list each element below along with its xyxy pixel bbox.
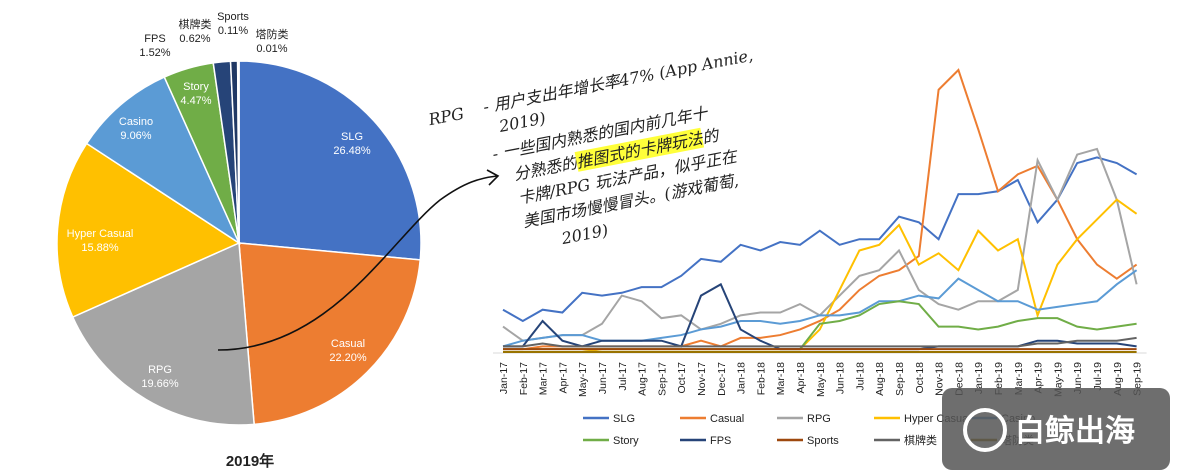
x-tick-label: Jan-18 (736, 362, 748, 394)
x-tick-label: Jun-19 (1072, 362, 1084, 394)
slice-label: RPG (148, 364, 172, 376)
x-tick-label: May-17 (577, 362, 589, 397)
logo: 白鲸出海 (942, 388, 1170, 470)
pie-title: 2019年 (226, 452, 274, 470)
logo-text: 白鲸出海 (1015, 414, 1135, 448)
slice-value-label: 1.52% (139, 47, 170, 59)
slice-label: FPS (144, 33, 165, 45)
annotation-text: 2019) (559, 220, 610, 248)
pie-slice (85, 76, 241, 246)
x-tick-label: Nov-18 (934, 362, 946, 396)
slice-label: Hyper Casual (67, 228, 134, 240)
slice-label: 塔防类 (256, 27, 289, 41)
annotation: RPG - 用户支出年增长率47% (App Annie,2019)- 一些国内熟… (426, 46, 755, 249)
x-tick-label: Oct-18 (914, 362, 926, 394)
x-tick-label: Jan-19 (973, 362, 985, 394)
x-tick-label: Sep-17 (656, 362, 668, 396)
logo-icon (963, 408, 1007, 452)
legend-label: Casual (710, 413, 744, 425)
logo-box (942, 388, 1170, 470)
x-tick-label: Mar-18 (775, 362, 787, 395)
x-tick-label: Jul-19 (1092, 362, 1104, 391)
slice-value-label: 4.47% (180, 95, 211, 107)
slice-value-label: 0.11% (218, 25, 249, 37)
legend-label: Sports (807, 435, 839, 447)
slice-label: Story (183, 81, 209, 93)
slice-label: Casual (331, 338, 365, 350)
x-tick-label: Aug-17 (637, 362, 649, 396)
x-tick-label: Jun-17 (597, 362, 609, 394)
annotation-text: RPG (426, 104, 466, 130)
x-tick-label: May-18 (815, 362, 827, 397)
pie-slice (71, 241, 255, 426)
x-tick-label: Oct-17 (676, 362, 688, 394)
pie-slice (238, 60, 422, 261)
x-tick-label: Aug-18 (874, 362, 886, 396)
x-tick-label: Sep-19 (1132, 362, 1144, 396)
arrow (217, 175, 498, 351)
annotation-text: 的 (700, 125, 721, 147)
x-tick-label: Dec-18 (953, 362, 965, 396)
x-tick-label: Jul-18 (854, 362, 866, 391)
slice-value-label: 15.88% (81, 242, 119, 254)
slice-value-label: 19.66% (141, 378, 179, 390)
x-tick-label: Apr-19 (1033, 362, 1045, 394)
legend-label: RPG (807, 413, 831, 425)
x-tick-label: Feb-19 (993, 362, 1005, 395)
x-tick-label: Apr-18 (795, 362, 807, 394)
x-tick-label: Nov-17 (696, 362, 708, 396)
highlight (574, 127, 705, 172)
slice-value-label: 9.06% (120, 130, 151, 142)
slice-label: Sports (217, 11, 249, 23)
x-tick-label: Aug-19 (1112, 362, 1124, 396)
legend-label: Story (613, 435, 639, 447)
x-tick-label: Apr-17 (557, 362, 569, 394)
slice-value-label: 0.62% (179, 33, 210, 45)
x-tick-label: Jan-17 (498, 362, 510, 394)
x-tick-label: Jul-17 (617, 362, 629, 391)
pie-slice (56, 142, 241, 319)
slice-value-label: 22.20% (329, 352, 367, 364)
series-line (503, 336, 1137, 348)
x-tick-label: Sep-18 (894, 362, 906, 396)
slice-label: 棋牌类 (179, 17, 212, 31)
annotation-text: - 用户支出年增长率47% (App Annie, (482, 46, 755, 117)
pie-slice (238, 242, 422, 426)
series-line (502, 269, 1138, 348)
x-tick-label: Feb-17 (518, 362, 530, 395)
slice-label: SLG (341, 131, 363, 143)
arrow-head (486, 169, 500, 186)
slice-value-label: 0.01% (256, 43, 287, 55)
x-tick-label: Jun-18 (835, 362, 847, 394)
x-tick-label: Mar-17 (538, 362, 550, 395)
slice-label: Casino (119, 116, 153, 128)
x-tick-label: Mar-19 (1013, 362, 1025, 395)
legend-label: FPS (710, 435, 731, 447)
x-tick-label: Dec-17 (716, 362, 728, 396)
slice-value-label: 26.48% (333, 145, 371, 157)
legend-label: SLG (613, 413, 635, 425)
legend-label: 棋牌类 (904, 433, 937, 447)
x-tick-label: Feb-18 (755, 362, 767, 395)
